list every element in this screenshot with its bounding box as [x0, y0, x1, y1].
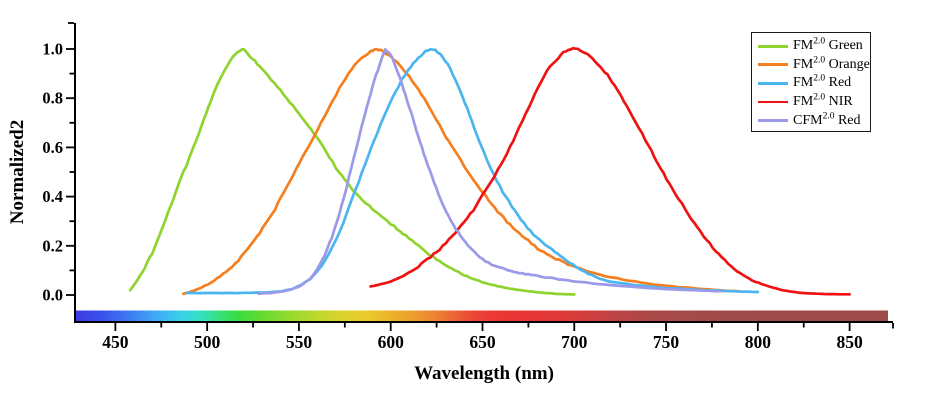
- legend-label-text: CFM: [793, 112, 823, 128]
- series-curves: [128, 46, 851, 296]
- x-tick-label: 550: [286, 332, 313, 352]
- legend-item-fm20-nir: FM2.0 NIR: [758, 93, 870, 112]
- legend-label-sup: 2.0: [822, 111, 835, 122]
- legend-label-fm20-green: FM2.0 Green: [793, 36, 863, 54]
- x-tick-label: 500: [194, 332, 221, 352]
- x-axis-title: Wavelength (nm): [414, 363, 554, 384]
- legend-label-fm20-nir: FM2.0 NIR: [793, 92, 853, 110]
- x-tick-label: 750: [653, 332, 680, 352]
- axis-ticks: [66, 22, 894, 331]
- curve-fm2-0-green: [128, 47, 576, 296]
- legend-swatch-fm20-orange: [758, 63, 788, 67]
- legend-label-text: Red: [834, 112, 861, 128]
- y-tick-label: 0.8: [42, 89, 63, 108]
- legend-label-text: NIR: [825, 94, 853, 110]
- legend-swatch-fm20-green: [758, 44, 788, 48]
- x-tick-label: 600: [378, 332, 405, 352]
- axes: [74, 23, 893, 323]
- curve-fm2-0-nir: [369, 46, 851, 296]
- legend-label-sup: 2.0: [813, 36, 826, 47]
- legend-box: FM2.0 Green FM2.0 Orange FM2.0 Red FM2.0…: [751, 32, 871, 132]
- legend-label-text: FM: [793, 94, 814, 110]
- y-tick-label: 0.4: [42, 187, 63, 206]
- legend-swatch-fm20-red: [758, 82, 788, 85]
- legend-label-text: FM: [793, 75, 814, 91]
- x-tick-label: 700: [561, 332, 588, 352]
- legend-label-text: Orange: [825, 56, 870, 72]
- curve-fm2-0-orange: [181, 47, 741, 296]
- legend-item-fm20-orange: FM2.0 Orange: [758, 55, 870, 75]
- curve-fm2-0-red: [185, 47, 760, 295]
- spectrum-colorbar: [75, 310, 888, 321]
- legend-label-text: FM: [793, 38, 814, 54]
- curve-cfm2-0-red: [257, 48, 723, 296]
- legend-swatch-fm20-nir: [758, 100, 788, 104]
- legend-label-fm20-red: FM2.0 Red: [793, 73, 852, 91]
- legend-label-text: Green: [825, 38, 863, 54]
- x-tick-label: 450: [102, 332, 129, 352]
- legend-label-text: FM: [793, 56, 814, 72]
- legend-label-sup: 2.0: [813, 92, 826, 103]
- x-tick-label: 650: [469, 332, 496, 352]
- y-tick-label: 1.0: [42, 40, 63, 59]
- legend-swatch-cfm20-red: [758, 119, 788, 123]
- x-tick-label: 800: [745, 332, 772, 352]
- legend-item-cfm20-red: CFM2.0 Red: [758, 111, 870, 130]
- y-tick-label: 0.0: [42, 286, 63, 305]
- legend-label-text: Red: [825, 75, 852, 91]
- legend-label-fm20-orange: FM2.0 Orange: [793, 55, 870, 72]
- x-tick-label: 850: [836, 332, 863, 352]
- legend-item-fm20-green: FM2.0 Green: [758, 37, 870, 56]
- legend-item-fm20-red: FM2.0 Red: [758, 74, 870, 93]
- legend-label-sup: 2.0: [813, 73, 826, 84]
- y-axis-title: Normalized2: [7, 119, 28, 225]
- y-tick-label: 0.2: [42, 236, 63, 255]
- legend-label-cfm20-red: CFM2.0 Red: [793, 111, 861, 128]
- x-tick-labels: 450 500 550 600 650 700 750 800 850: [102, 332, 863, 352]
- legend-label-sup: 2.0: [813, 55, 826, 66]
- y-tick-label: 0.6: [42, 138, 63, 157]
- y-tick-labels: 0.0 0.2 0.4 0.6 0.8 1.0: [42, 40, 63, 305]
